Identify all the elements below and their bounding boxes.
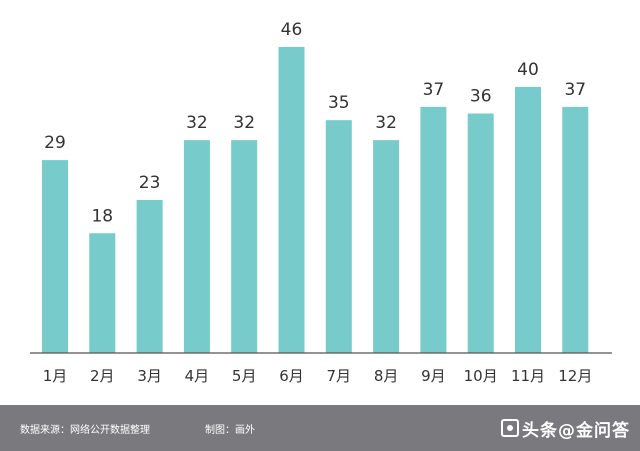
data-source-text: 数据来源：网络公开数据整理 (20, 425, 150, 436)
data-label-12: 37 (564, 80, 586, 100)
x-tick-label-2: 2月 (90, 367, 115, 385)
bar-chart: 29 1月 18 2月 23 3月 32 4月 32 5月 46 6月 35 7月 32 8月 37 9月 36 10… (30, 20, 612, 385)
footer-bar: 数据来源：网络公开数据整理 制图：画外 头条@金问答 (0, 405, 640, 451)
bar-10 (467, 113, 494, 354)
x-tick-label-7: 7月 (327, 367, 352, 385)
data-label-10: 36 (470, 87, 492, 107)
data-label-8: 32 (375, 113, 397, 133)
x-tick-label-4: 4月 (185, 367, 210, 385)
data-label-9: 37 (423, 80, 445, 100)
x-tick-label-10: 10月 (464, 367, 498, 385)
x-tick-label-5: 5月 (232, 367, 257, 385)
data-label-11: 40 (517, 60, 539, 80)
watermark-text: 头条@金问答 (522, 420, 630, 441)
bar-9 (420, 106, 447, 353)
data-label-6: 46 (281, 20, 303, 40)
data-label-4: 32 (186, 113, 208, 133)
watermark-logo: 头条@金问答 (501, 416, 630, 441)
x-tick-label-1: 1月 (43, 367, 68, 385)
x-tick-label-11: 11月 (511, 367, 545, 385)
data-label-1: 29 (44, 133, 66, 153)
data-label-2: 18 (91, 206, 113, 226)
chart-maker-text: 制图：画外 (205, 425, 255, 436)
bar-7 (325, 120, 352, 353)
bar-11 (515, 86, 541, 354)
camera-icon (501, 419, 519, 437)
bar-12 (562, 106, 589, 353)
bar-1 (42, 160, 68, 353)
x-tick-label-3: 3月 (137, 367, 162, 385)
bar-5 (231, 140, 258, 353)
data-label-7: 35 (328, 93, 350, 113)
bar-4 (183, 140, 210, 353)
x-tick-label-8: 8月 (374, 367, 399, 385)
bar-6 (278, 47, 305, 353)
x-tick-label-12: 12月 (558, 367, 592, 385)
x-tick-label-6: 6月 (279, 367, 304, 385)
bar-2 (89, 233, 116, 353)
data-label-3: 23 (139, 173, 161, 193)
bar-8 (373, 140, 400, 353)
data-label-5: 32 (233, 113, 255, 133)
x-tick-label-9: 9月 (421, 367, 446, 385)
bar-3 (136, 200, 163, 353)
